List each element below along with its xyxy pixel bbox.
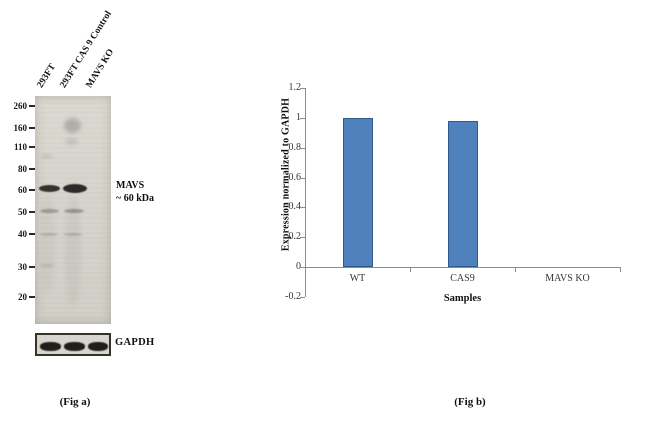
mw-tick-mark: [29, 105, 35, 108]
bar-wt: [342, 117, 373, 268]
blot-band: [65, 196, 81, 306]
mw-marker: 110: [14, 142, 35, 152]
mw-markers: 260 160 110 80 60 50 40 30 20: [6, 96, 35, 324]
blot-band: [40, 233, 58, 236]
blot-band: [64, 233, 82, 236]
blot-band: [64, 118, 81, 133]
blot-band: [65, 138, 78, 145]
y-tick-label: -0.2: [285, 291, 301, 302]
mw-marker: 160: [14, 123, 35, 133]
gapdh-blot: [35, 333, 111, 356]
mw-marker: 60: [18, 185, 35, 195]
blot-band: [39, 185, 60, 192]
x-tick-mark: [620, 267, 621, 273]
band-annotation-protein: MAVS: [116, 180, 145, 191]
gapdh-label: GAPDH: [115, 337, 155, 348]
mw-marker: 40: [18, 229, 35, 239]
blot-band: [40, 209, 59, 213]
mw-tick-mark: [29, 126, 35, 129]
x-tick-mark: [305, 267, 306, 273]
mw-tick-mark: [29, 146, 35, 149]
x-category-label: WT: [349, 273, 366, 285]
y-axis-line: [305, 88, 306, 297]
y-tick-mark: [300, 237, 305, 239]
mw-marker: 50: [18, 207, 35, 217]
mw-tick-mark: [29, 232, 35, 235]
y-tick-mark: [300, 88, 305, 89]
x-tick-mark: [515, 267, 516, 273]
blot-band: [41, 154, 53, 159]
mw-marker: 30: [18, 262, 35, 272]
y-tick-mark: [300, 267, 305, 269]
mw-tick-mark: [29, 167, 35, 170]
fig-a-caption: (Fig a): [59, 396, 91, 408]
y-tick-mark: [300, 147, 305, 149]
mw-tick-mark: [29, 188, 35, 191]
mw-tick-mark: [29, 211, 35, 214]
mw-marker: 20: [18, 292, 35, 302]
blot-band: [63, 184, 87, 193]
gapdh-band: [64, 342, 85, 351]
mw-marker: 80: [18, 164, 35, 174]
fig-b-caption: (Fig b): [454, 396, 486, 408]
x-tick-mark: [410, 267, 411, 273]
x-axis-title: Samples: [443, 293, 482, 304]
bar-cas9: [447, 120, 478, 268]
lane-label: 293FT: [35, 62, 58, 90]
band-annotation: MAVS ~ 60 kDa: [116, 179, 154, 205]
mw-tick-mark: [29, 266, 35, 268]
x-axis-line: [305, 267, 620, 269]
y-tick-mark: [300, 177, 305, 179]
lane-labels: 293FT 293FT CAS 9 Control MAVS KO: [0, 0, 180, 96]
blot-image: [35, 96, 111, 324]
y-tick-mark: [300, 207, 305, 209]
blot-band: [41, 194, 55, 294]
x-category-label: CAS9: [450, 273, 475, 285]
gapdh-band: [88, 342, 108, 351]
x-category-label: MAVS KO: [545, 273, 590, 285]
band-annotation-size: ~ 60 kDa: [116, 193, 154, 204]
mw-tick-mark: [29, 296, 35, 299]
y-tick-mark: [300, 117, 305, 119]
gapdh-band: [40, 342, 61, 351]
y-axis-title: Expression normalized to GAPDH: [280, 97, 292, 252]
blot-band: [40, 264, 55, 267]
mw-marker: 260: [14, 101, 35, 111]
blot-band: [64, 209, 84, 213]
